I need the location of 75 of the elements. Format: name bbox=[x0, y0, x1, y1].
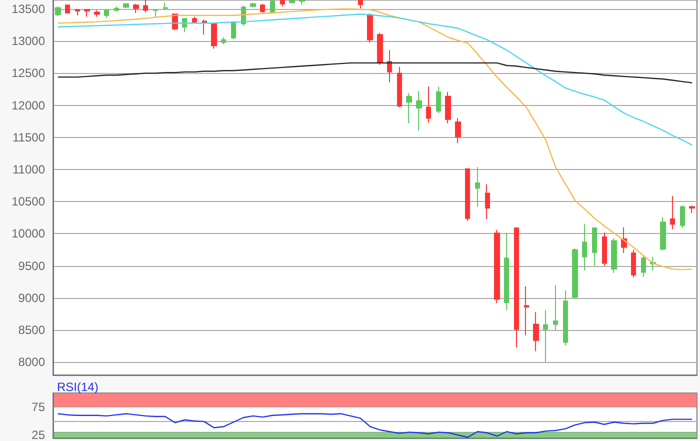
candlestick bbox=[387, 50, 392, 83]
candlestick bbox=[143, 0, 148, 13]
candlestick bbox=[280, 0, 285, 7]
line-series bbox=[57, 14, 693, 146]
candlestick bbox=[485, 184, 490, 220]
y-tick-label: 12500 bbox=[12, 66, 46, 80]
candlestick bbox=[533, 312, 539, 352]
candlestick bbox=[572, 248, 578, 300]
candlestick bbox=[65, 4, 70, 14]
y-tick-label: 9000 bbox=[18, 290, 46, 305]
y-tick-label: 10500 bbox=[12, 194, 46, 209]
candlestick bbox=[660, 216, 666, 251]
candlestick bbox=[231, 21, 236, 40]
y-tick-label: 10000 bbox=[12, 226, 46, 241]
candlestick bbox=[114, 6, 119, 12]
candlestick bbox=[250, 2, 256, 8]
candlestick bbox=[543, 310, 548, 363]
candlestick bbox=[416, 90, 422, 131]
candlestick bbox=[689, 204, 695, 214]
candlestick bbox=[475, 166, 480, 208]
candlestick bbox=[104, 9, 109, 18]
candlestick bbox=[631, 249, 636, 278]
candlestick bbox=[670, 195, 675, 230]
candlestick bbox=[524, 286, 529, 336]
y-tick-label: 25 bbox=[32, 428, 46, 441]
y-tick-label: 13500 bbox=[12, 2, 46, 16]
candlestick bbox=[494, 229, 500, 304]
line-series bbox=[57, 8, 693, 270]
candlestick bbox=[455, 118, 461, 144]
candlestick bbox=[289, 0, 295, 4]
candlestick bbox=[553, 284, 558, 331]
candlestick bbox=[582, 224, 587, 271]
candlestick bbox=[358, 0, 363, 9]
candlestick bbox=[270, 0, 275, 14]
candlestick bbox=[133, 3, 139, 14]
candlestick bbox=[55, 6, 61, 17]
chart-title: RSI(14) bbox=[57, 380, 98, 394]
candlestick bbox=[563, 290, 568, 346]
candlestick bbox=[426, 86, 431, 124]
candlestick bbox=[514, 227, 519, 348]
candlestick bbox=[211, 22, 217, 50]
candlestick bbox=[641, 254, 646, 278]
y-tick-label: 8500 bbox=[18, 323, 46, 338]
y-tick-label: 12000 bbox=[12, 98, 46, 112]
candlestick bbox=[397, 66, 402, 108]
candlestick bbox=[299, 0, 305, 5]
line-series bbox=[57, 62, 693, 84]
candlestick bbox=[436, 86, 441, 114]
y-tick-label: 13000 bbox=[12, 34, 46, 48]
candlestick bbox=[406, 92, 412, 124]
line-series bbox=[57, 413, 693, 438]
y-tick-label: 8000 bbox=[18, 355, 46, 370]
candlestick bbox=[153, 8, 158, 18]
candlestick bbox=[602, 232, 607, 266]
candlestick bbox=[221, 36, 226, 45]
candlestick bbox=[611, 238, 617, 274]
candlestick bbox=[377, 32, 383, 66]
candlestick bbox=[504, 232, 509, 311]
candlestick bbox=[465, 168, 470, 222]
candlestick bbox=[163, 2, 168, 10]
candlestick bbox=[75, 8, 80, 16]
y-tick-label: 11500 bbox=[12, 130, 46, 144]
candlestick bbox=[94, 10, 100, 18]
candlestick bbox=[445, 91, 451, 124]
candlestick bbox=[680, 204, 685, 228]
candlestick bbox=[84, 9, 90, 18]
candlestick bbox=[192, 16, 197, 23]
y-tick-label: 9500 bbox=[18, 258, 46, 273]
y-tick-label: 75 bbox=[32, 400, 46, 414]
y-tick-label: 11000 bbox=[12, 162, 46, 177]
candlestick bbox=[260, 3, 265, 14]
candlestick bbox=[592, 226, 597, 266]
candlestick bbox=[367, 12, 373, 43]
candlestick bbox=[123, 2, 129, 9]
candlestick bbox=[202, 19, 207, 36]
